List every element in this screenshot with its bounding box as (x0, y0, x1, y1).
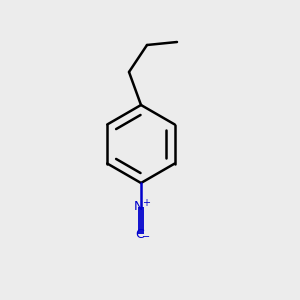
Text: N: N (134, 200, 143, 214)
Text: +: + (142, 198, 150, 208)
Text: −: − (142, 232, 151, 242)
Text: C: C (135, 227, 144, 241)
